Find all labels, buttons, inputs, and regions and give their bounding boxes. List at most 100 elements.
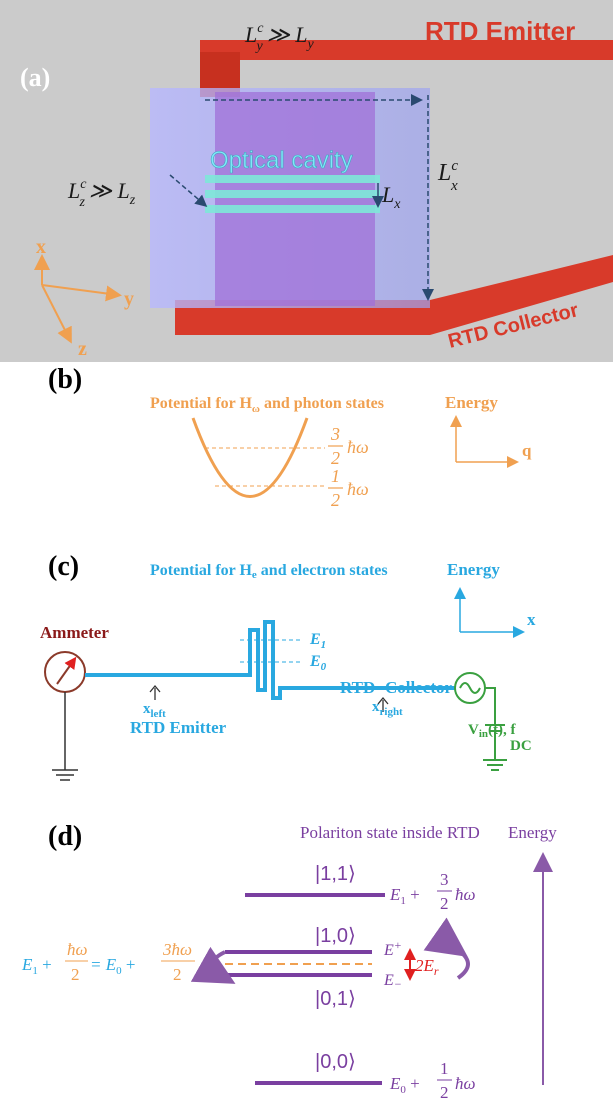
e-minus: E− bbox=[383, 972, 402, 991]
text-part: E bbox=[383, 972, 394, 989]
emitter-label: RTD Emitter bbox=[425, 16, 575, 46]
energy-label: Energy bbox=[508, 823, 557, 842]
resonance-equation: E1 + ħω2 = E0 + 3ħω2 bbox=[21, 940, 195, 984]
cavity-label: Optical cavity bbox=[210, 147, 353, 174]
text-part: c bbox=[257, 21, 264, 36]
text-part: V bbox=[468, 722, 479, 738]
text: E1 + bbox=[389, 885, 420, 907]
cavity-layer bbox=[205, 175, 380, 183]
state-10: |1,0⟩ bbox=[315, 925, 356, 947]
text-part: x bbox=[450, 178, 458, 194]
page: (a) Lcy≫ Ly RTD Emitter Optical cavity L… bbox=[0, 0, 613, 1108]
text-part: r bbox=[434, 964, 439, 978]
text-part: ω bbox=[252, 403, 260, 415]
level-1: 1 2 ħω bbox=[328, 466, 369, 510]
state-11: |1,1⟩ bbox=[315, 863, 356, 885]
energy-label: Energy bbox=[445, 393, 498, 412]
figure: (a) Lcy≫ Ly RTD Emitter Optical cavity L… bbox=[0, 0, 613, 1108]
text-part: L bbox=[437, 160, 451, 186]
collector-label: Collector bbox=[385, 678, 452, 697]
text-part: x bbox=[393, 197, 401, 212]
text: 2 bbox=[331, 490, 340, 510]
text-part: − bbox=[394, 977, 402, 991]
ground bbox=[52, 692, 78, 780]
text: 2 bbox=[331, 448, 340, 468]
dc-label: DC bbox=[510, 738, 532, 754]
panel-title: Potential for Hω and photon states bbox=[150, 395, 384, 415]
panel-title: Potential for He and electron states bbox=[150, 562, 388, 581]
panel-label: (d) bbox=[48, 821, 82, 852]
text-part: = E bbox=[90, 955, 117, 974]
panel-label: (c) bbox=[48, 551, 79, 582]
text-part: E bbox=[383, 942, 394, 959]
axis-x: x bbox=[36, 236, 46, 258]
panel-label: (a) bbox=[20, 63, 50, 92]
text-part: L bbox=[381, 182, 394, 207]
potential-curve bbox=[193, 418, 307, 497]
text-part: Potential for H bbox=[150, 395, 252, 412]
text-part: y bbox=[305, 37, 314, 52]
text-part: E bbox=[389, 885, 401, 904]
text-part: c bbox=[451, 158, 458, 174]
panel-label: (b) bbox=[48, 364, 82, 395]
rtd-block bbox=[215, 92, 375, 306]
rtd-label: RTD bbox=[340, 678, 375, 697]
ammeter-label: Ammeter bbox=[40, 623, 109, 642]
text-part: Potential for H bbox=[150, 562, 252, 579]
text-part: + bbox=[122, 955, 136, 974]
text-part: + bbox=[38, 955, 52, 974]
text-part: ≫ L bbox=[89, 178, 130, 203]
e0-label: E0 bbox=[309, 653, 327, 673]
text: 3 bbox=[330, 424, 340, 444]
emitter-label: RTD Emitter bbox=[130, 718, 227, 737]
text-part: 1 bbox=[321, 639, 327, 651]
text: 1 bbox=[331, 466, 340, 486]
text-part: ≫ L bbox=[267, 22, 308, 47]
level-3: 3 2 ħω bbox=[328, 424, 369, 468]
text-part: L bbox=[244, 22, 257, 47]
x-right-label: xright bbox=[372, 699, 403, 718]
text-part: E bbox=[21, 955, 33, 974]
energy-label: Energy bbox=[447, 560, 500, 579]
text-part: 0 bbox=[321, 661, 327, 673]
text: ħω bbox=[347, 479, 369, 499]
text-part: + bbox=[406, 885, 420, 904]
coupling-arrow bbox=[213, 952, 226, 978]
text: ħω bbox=[455, 885, 476, 904]
text: 2 bbox=[173, 965, 182, 984]
text-part: E bbox=[309, 653, 321, 670]
text-part: 2E bbox=[415, 956, 435, 975]
text-part: z bbox=[78, 195, 85, 210]
text: E1 + bbox=[21, 955, 52, 977]
text-part: in bbox=[479, 728, 488, 740]
text: E0 + bbox=[389, 1074, 420, 1096]
text-part: z bbox=[129, 193, 136, 208]
text-part: E bbox=[389, 1074, 401, 1093]
x-label: x bbox=[527, 610, 536, 629]
ammeter-needle bbox=[57, 660, 74, 684]
text-part: (t), f bbox=[488, 722, 516, 738]
text-part: and electron states bbox=[257, 562, 388, 579]
state-01: |0,1⟩ bbox=[315, 988, 356, 1010]
axis-y: y bbox=[124, 288, 134, 310]
text-part: + bbox=[406, 1074, 420, 1093]
text-part: + bbox=[394, 938, 402, 952]
q-label: q bbox=[522, 441, 532, 460]
cavity-layer bbox=[205, 190, 380, 198]
text: ħω bbox=[455, 1074, 476, 1093]
e-plus: E+ bbox=[383, 938, 402, 959]
axis-z: z bbox=[78, 338, 87, 360]
e-top-label: E1 + 32ħω bbox=[389, 870, 476, 913]
text: 2 bbox=[71, 965, 80, 984]
text: = E0 + bbox=[90, 955, 135, 977]
text-part: y bbox=[254, 39, 263, 54]
text-part: L bbox=[67, 178, 80, 203]
text: 2 bbox=[440, 894, 449, 913]
text-part: E bbox=[309, 631, 321, 648]
panel-title: Polariton state inside RTD bbox=[300, 823, 480, 842]
text: 3ħω bbox=[162, 940, 192, 959]
text-part: c bbox=[80, 177, 87, 192]
text: ħω bbox=[347, 437, 369, 457]
text: 1 bbox=[440, 1059, 449, 1078]
